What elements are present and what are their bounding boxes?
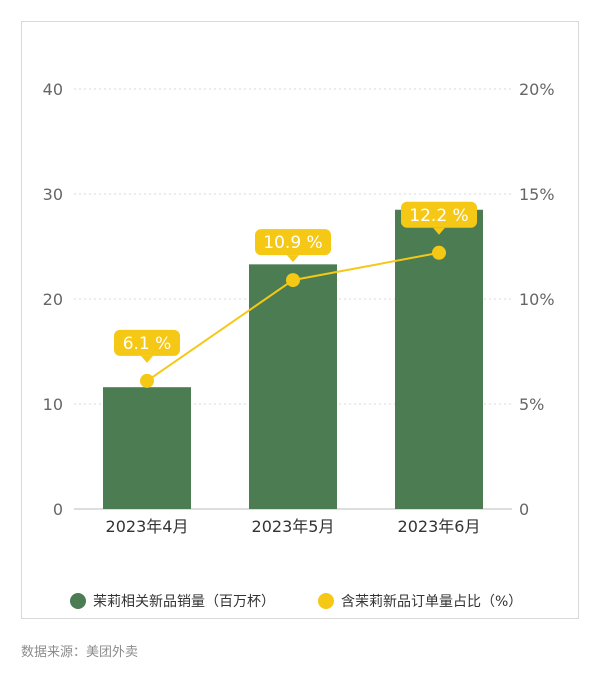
data-label: 6.1 % (123, 334, 172, 354)
x-tick-label: 2023年5月 (252, 517, 335, 536)
chart-card: 0 0 10 5% 20 10% 30 15% 40 20% 2023年4月 2023年5月 2023年… (21, 21, 579, 619)
legend: 茉莉相关新品销量（百万杯） 含茉莉新品订单量占比（%） (22, 591, 580, 613)
y-left-tick-label: 40 (43, 80, 63, 99)
legend-swatch-sales (70, 593, 86, 609)
x-tick-label: 2023年6月 (398, 517, 481, 536)
legend-label-share: 含茉莉新品订单量占比（%） (341, 594, 523, 610)
bar (103, 387, 191, 509)
data-label-bubble (255, 229, 331, 256)
line-point (140, 373, 154, 388)
source-note: 数据来源：美团外卖 (21, 645, 139, 660)
legend-item-sales: 茉莉相关新品销量（百万杯） (70, 591, 275, 611)
y-left-tick-label: 20 (43, 290, 63, 309)
data-label: 10.9 % (263, 233, 322, 253)
combo-chart: 0 0 10 5% 20 10% 30 15% 40 20% 2023年4月 2023年5月 2023年… (43, 80, 555, 536)
line-point (286, 273, 300, 288)
bar (249, 264, 337, 509)
line-point (432, 245, 446, 260)
y-left-tick-label: 0 (53, 500, 63, 519)
y-right-tick-label: 0 (519, 500, 529, 519)
data-label-pointer (141, 355, 153, 363)
x-tick-label: 2023年4月 (106, 517, 189, 536)
y-right-tick-label: 20% (519, 80, 555, 99)
data-label-pointer (287, 255, 299, 263)
y-right-tick-label: 15% (519, 185, 555, 204)
data-label-pointer (433, 227, 445, 235)
data-label-bubble (401, 201, 477, 228)
data-label-bubble (114, 329, 180, 356)
legend-label-sales: 茉莉相关新品销量（百万杯） (93, 594, 275, 610)
y-left-tick-label: 10 (43, 395, 63, 414)
y-right-tick-label: 10% (519, 290, 555, 309)
y-left-tick-label: 30 (43, 185, 63, 204)
legend-swatch-share (318, 593, 334, 609)
legend-item-share: 含茉莉新品订单量占比（%） (318, 591, 522, 611)
y-right-tick-label: 5% (519, 395, 544, 414)
data-label: 12.2 % (409, 206, 468, 226)
